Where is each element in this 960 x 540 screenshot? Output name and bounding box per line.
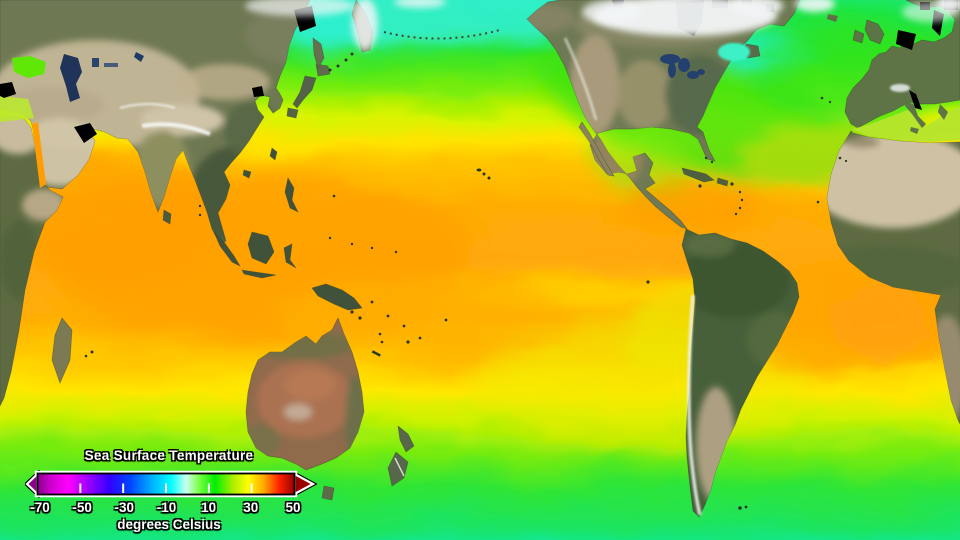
mauritius [90, 350, 94, 354]
landmass-greece [938, 104, 948, 120]
landmass-new-guinea [311, 283, 363, 311]
tick-label: 30 [243, 500, 259, 515]
tick-label: 50 [285, 500, 301, 515]
red-sea [32, 122, 46, 188]
marmara-no-data [0, 82, 16, 98]
guam [332, 194, 336, 198]
landmass-hokkaido [315, 63, 331, 77]
falkland-islands [738, 506, 742, 510]
kamchatka-snow [352, 0, 378, 50]
scandinavia-snow [902, 2, 958, 22]
landmass-java [241, 269, 277, 279]
fiji [406, 340, 410, 344]
landmass-sri-lanka [162, 209, 172, 225]
landmass-sumatra [213, 231, 241, 267]
south-america-terrain [682, 233, 799, 503]
cape-verde [816, 200, 820, 204]
landmass-taiwan [269, 147, 278, 161]
landmass-hainan [242, 169, 252, 179]
tick-label: -50 [72, 500, 92, 515]
tick-label: -70 [30, 500, 50, 515]
colorbar [25, 470, 317, 498]
rockies-snow [563, 37, 598, 121]
new-caledonia [371, 350, 381, 357]
landmass-sicily [910, 127, 919, 134]
landmass-iceland [827, 14, 838, 22]
landmass-philippines [284, 177, 299, 213]
greenland-ice [795, 0, 835, 12]
landmass-honshu [292, 75, 317, 109]
adriatic-no-data [909, 90, 922, 110]
lake-baikal [134, 52, 144, 62]
landmass-hispaniola [716, 177, 729, 187]
southern-alps-snow [394, 457, 405, 477]
caspian-sea [60, 54, 82, 102]
landmass-kyushu [286, 107, 299, 119]
alps-snow [890, 84, 910, 92]
great-lakes [660, 54, 705, 79]
canary-islands [838, 156, 842, 160]
small-islands [84, 14, 848, 510]
himalaya-snow [141, 122, 211, 136]
landmass-ireland [852, 29, 865, 44]
tick-label: 10 [201, 500, 217, 515]
legend-title: Sea Surface Temperature [84, 448, 254, 463]
landmass-sulawesi [283, 243, 297, 269]
jamaica [698, 184, 702, 188]
hawaii [476, 168, 482, 172]
siberia-snow [245, 0, 355, 16]
bohai-no-data [252, 86, 264, 97]
landmass-britain [864, 19, 885, 45]
gulf-st-lawrence [718, 43, 750, 61]
colorbar-tick-labels: -70 -50 -30 -10 10 30 50 [25, 500, 319, 518]
aleutian-islands [383, 29, 501, 40]
galapagos [646, 280, 650, 284]
sst-legend: Sea Surface Temperature -70 -50 -30 -10 … [25, 448, 319, 538]
landmass-new-zealand-south [387, 451, 409, 487]
andes-snow [687, 294, 702, 516]
colorbar-ticks [79, 483, 253, 493]
tick-label: -10 [156, 500, 177, 515]
north-sea-no-data [896, 30, 916, 50]
lake-balkhash [104, 63, 118, 67]
landmass-baja-california [578, 121, 615, 177]
landmass-borneo [247, 231, 275, 265]
azores [820, 96, 824, 100]
tick-label: -30 [114, 500, 135, 515]
mediterranean-sea [852, 106, 960, 142]
landmass-cuba [681, 167, 715, 183]
aral-sea [92, 58, 99, 67]
landmass-tasmania [321, 485, 335, 501]
black-sea [12, 56, 46, 78]
legend-units-label: degrees Celsius [117, 517, 221, 532]
snow-and-ice [119, 0, 960, 516]
landmass-italy [905, 101, 926, 128]
landmass-madagascar [51, 317, 73, 384]
landmass-new-zealand-north [397, 425, 415, 453]
persian-gulf-no-data [74, 123, 97, 143]
landmass-sakhalin [312, 37, 325, 69]
east-mediterranean-sliver [0, 96, 34, 122]
